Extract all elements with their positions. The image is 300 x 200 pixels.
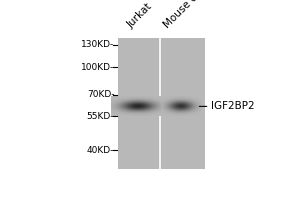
Text: 130KD-: 130KD- <box>81 40 114 49</box>
Text: Jurkat: Jurkat <box>126 2 154 30</box>
Text: 70KD-: 70KD- <box>87 90 114 99</box>
Text: Mouse ovary: Mouse ovary <box>162 0 216 30</box>
Text: 100KD-: 100KD- <box>81 63 114 72</box>
Text: 40KD-: 40KD- <box>87 146 114 155</box>
Bar <box>118 38 205 169</box>
Text: 55KD-: 55KD- <box>87 112 114 121</box>
Text: IGF2BP2: IGF2BP2 <box>211 101 254 111</box>
